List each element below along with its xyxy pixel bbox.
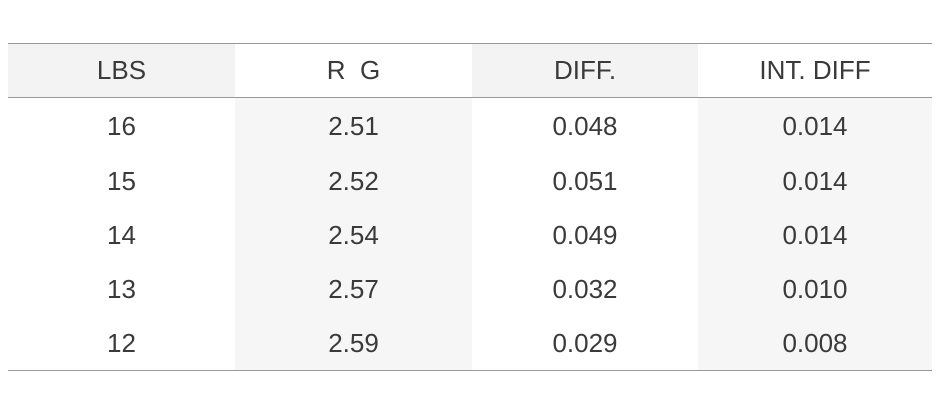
header-row: LBS R G DIFF. INT. DIFF: [8, 43, 932, 98]
table-cell: 14: [107, 220, 136, 250]
table-row: 12 2.59 0.029 0.008: [8, 316, 932, 371]
header-cell: LBS: [8, 43, 235, 98]
header-cell: DIFF.: [472, 43, 698, 98]
table-cell: 2.51: [235, 97, 472, 155]
table-body: 16 2.51 0.048 0.014 15 2.52 0.051 0.014 14 2.54 0.…: [8, 97, 932, 371]
table-cell: 2.54: [235, 208, 472, 263]
table-cell: 0.014: [698, 97, 932, 155]
table: LBS R G DIFF. INT. DIFF 16 2.51 0.048 0.014 15 2…: [8, 43, 932, 371]
table-cell: 0.049: [552, 220, 618, 250]
table-cell: 12: [107, 327, 136, 358]
table-cell: 2.59: [235, 316, 472, 371]
table-cell: 0.014: [698, 154, 932, 209]
table-cell: 0.010: [698, 262, 932, 317]
table-row: 13 2.57 0.032 0.010: [8, 262, 932, 317]
table-cell: 15: [107, 166, 136, 196]
table-cell: 2.52: [235, 154, 472, 209]
table-cell: 0.014: [698, 208, 932, 263]
table-header: LBS R G DIFF. INT. DIFF: [8, 43, 932, 98]
table-row: 15 2.52 0.051 0.014: [8, 154, 932, 209]
table-row: 14 2.54 0.049 0.014: [8, 208, 932, 263]
table-container: LBS R G DIFF. INT. DIFF 16 2.51 0.048 0.014 15 2…: [8, 43, 932, 371]
table-cell: 0.032: [552, 274, 618, 304]
table-cell: 0.051: [552, 166, 618, 196]
header-cell: INT. DIFF: [759, 55, 871, 85]
table-cell: 0.048: [552, 110, 618, 141]
table-row: 16 2.51 0.048 0.014: [8, 97, 932, 155]
table-cell: 16: [107, 110, 136, 141]
table-cell: 0.008: [698, 316, 932, 371]
table-cell: 13: [107, 274, 136, 304]
header-cell: R G: [326, 55, 381, 85]
table-cell: 0.029: [552, 327, 618, 358]
table-cell: 2.57: [235, 262, 472, 317]
